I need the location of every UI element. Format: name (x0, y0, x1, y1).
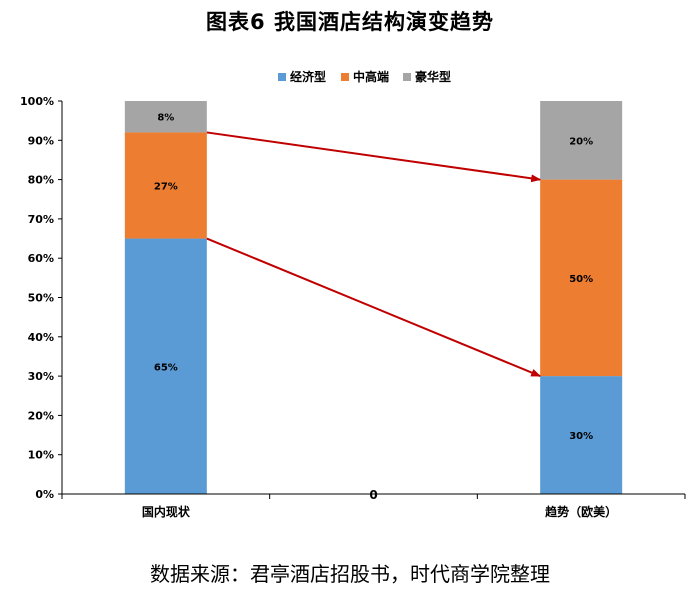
data-label-2-1: 50% (569, 274, 593, 285)
data-label-0-1: 27% (154, 181, 178, 192)
legend-swatch-1 (341, 73, 349, 81)
y-tick-label-8: 80% (28, 174, 54, 187)
y-tick-label-9: 90% (28, 134, 54, 147)
bar-segment-2-0 (540, 376, 623, 494)
x-category-label-1: 0 (369, 488, 377, 502)
data-label-0-0: 65% (154, 362, 178, 373)
x-category-label-2: 趋势（欧美） (545, 504, 617, 519)
bar-segment-2-1 (540, 179, 623, 377)
y-tick-label-3: 30% (28, 370, 54, 383)
y-tick-label-1: 10% (28, 449, 54, 462)
data-label-2-2: 20% (569, 136, 593, 147)
axes: 0% 10% 20% 30% 40% 50% 60% 70% 80% 90% 100% 国内现状 0 趋势… (20, 95, 686, 519)
legend-label-1: 中高端 (353, 69, 389, 84)
legend: 经济型 中高端 豪华型 (278, 69, 451, 84)
y-tick-label-4: 40% (28, 331, 54, 344)
y-tick-label-0: 0% (35, 488, 54, 501)
y-tick-label-10: 100% (20, 95, 54, 108)
legend-label-2: 豪华型 (415, 69, 451, 84)
data-label-2-0: 30% (569, 431, 593, 442)
chart-title: 图表6 我国酒店结构演变趋势 (206, 10, 494, 34)
bars-group: 65% 27% 8% 30% 50% 20% (124, 101, 623, 494)
bar-segment-2-2 (540, 101, 623, 180)
source-note: 数据来源：君亭酒店招股书，时代商学院整理 (150, 562, 550, 586)
trend-arrow-1 (206, 237, 542, 378)
legend-swatch-0 (278, 73, 286, 81)
legend-label-0: 经济型 (290, 69, 326, 84)
y-tick-label-2: 20% (28, 409, 54, 422)
bar-segment-0-0 (124, 238, 207, 494)
bar-segment-0-1 (124, 132, 207, 239)
y-tick-label-7: 70% (28, 213, 54, 226)
trend-arrow-0 (206, 131, 542, 183)
data-label-0-2: 8% (157, 113, 174, 124)
legend-swatch-2 (403, 73, 411, 81)
bar-segment-0-2 (124, 101, 207, 133)
y-tick-label-5: 50% (28, 292, 54, 305)
x-category-label-0: 国内现状 (142, 504, 191, 519)
y-tick-label-6: 60% (28, 252, 54, 265)
trend-arrows (206, 131, 542, 378)
